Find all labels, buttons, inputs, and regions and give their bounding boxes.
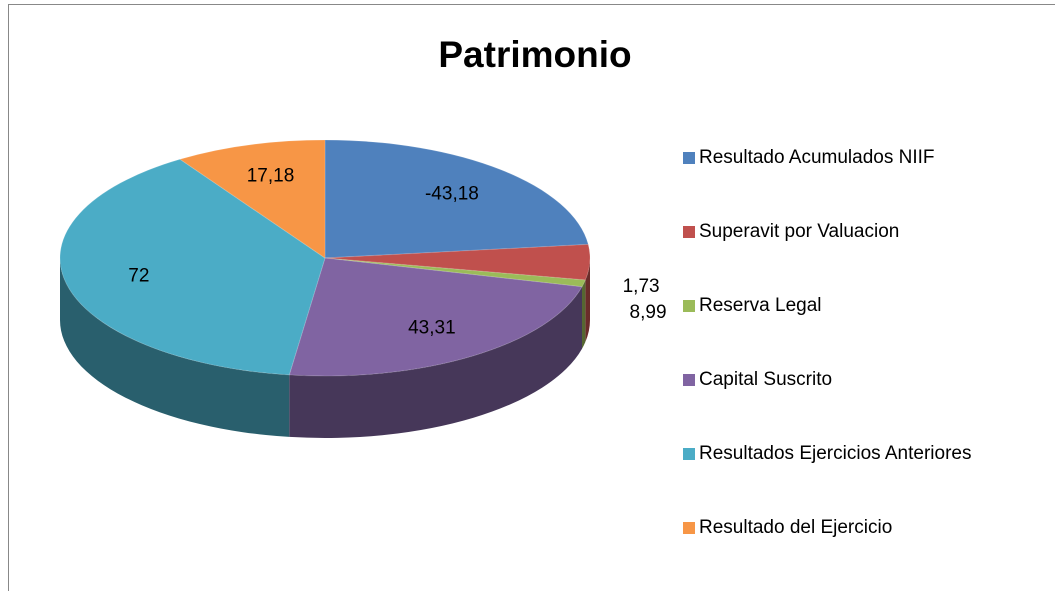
data-label: 17,18 — [247, 166, 295, 187]
chart-title: Patrimonio — [438, 34, 631, 75]
slice-side — [585, 258, 590, 343]
legend-swatch — [683, 226, 695, 238]
legend-swatch — [683, 300, 695, 312]
slice — [324, 257, 587, 288]
data-label: 43,31 — [408, 317, 456, 338]
data-label: 1,73 — [623, 276, 660, 297]
slice — [59, 158, 326, 376]
legend-label: Resultado Acumulados NIIF — [699, 147, 935, 168]
legend-swatch — [683, 374, 695, 386]
slice — [324, 243, 591, 281]
legend-label: Resultados Ejercicios Anteriores — [699, 443, 971, 464]
legend-label: Capital Suscrito — [699, 369, 832, 390]
legend-swatch — [683, 152, 695, 164]
legend-label: Superavit por Valuacion — [699, 221, 899, 242]
data-label: 72 — [128, 266, 149, 287]
data-label: -43,18 — [425, 184, 479, 205]
slice-side — [60, 258, 290, 437]
slice — [178, 139, 326, 259]
slice-side — [289, 286, 583, 438]
slice — [324, 139, 589, 259]
slice — [288, 257, 583, 377]
legend-label: Resultado del Ejercicio — [699, 517, 892, 538]
legend-swatch — [683, 448, 695, 460]
legend-swatch — [683, 522, 695, 534]
data-label: 8,99 — [630, 302, 667, 323]
slice-side — [582, 280, 586, 349]
legend-label: Reserva Legal — [699, 295, 822, 316]
